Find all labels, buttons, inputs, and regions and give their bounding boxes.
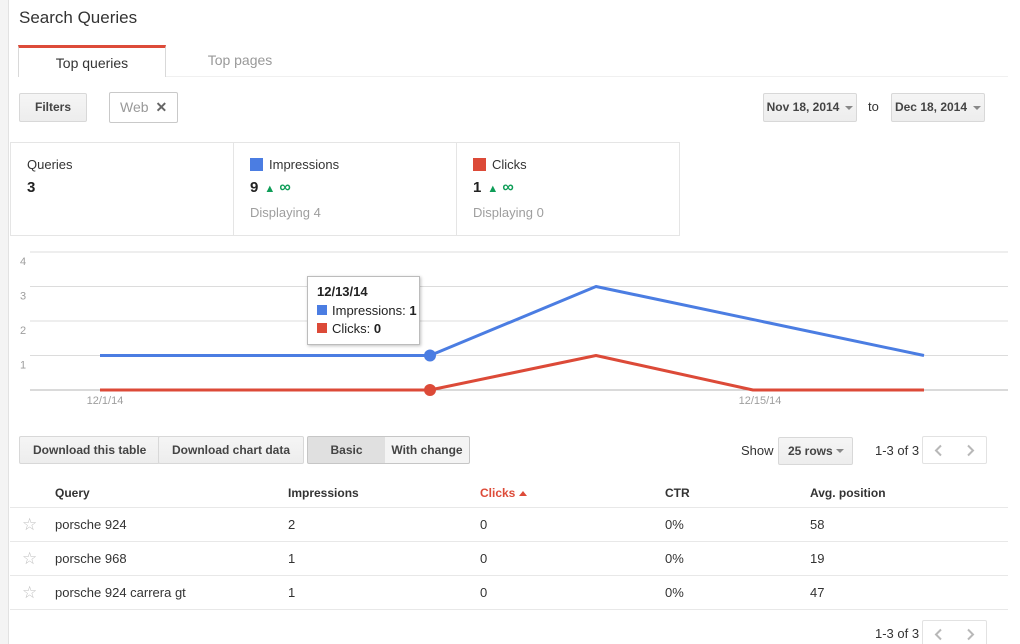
trend-up-arrow-icon: ▲ xyxy=(264,183,276,195)
highlighted-point-clicks[interactable] xyxy=(424,384,436,396)
prev-page-button[interactable] xyxy=(922,620,955,644)
date-range-end-button[interactable]: Dec 18, 2014 xyxy=(891,93,985,122)
view-toggle-basic[interactable]: Basic xyxy=(307,436,386,464)
column-header-avg-position[interactable]: Avg. position xyxy=(810,486,886,500)
clicks-label: Clicks xyxy=(492,157,527,172)
caret-down-icon xyxy=(845,105,854,110)
cell-avg-position: 47 xyxy=(810,585,825,600)
y-axis-tick-label: 2 xyxy=(20,325,26,337)
tooltip-date: 12/13/14 xyxy=(317,284,368,299)
show-label: Show xyxy=(741,443,774,458)
cell-query[interactable]: porsche 968 xyxy=(55,551,127,566)
star-icon[interactable]: ☆ xyxy=(22,583,38,602)
stat-queries: Queries 3 xyxy=(11,143,234,235)
x-axis-tick-label: 12/1/14 xyxy=(87,395,124,407)
next-page-button[interactable] xyxy=(954,436,987,464)
left-edge-strip xyxy=(0,0,9,644)
tab-top-pages[interactable]: Top pages xyxy=(207,52,273,68)
infinity-icon: ∞ xyxy=(279,179,291,196)
series-line-clicks xyxy=(100,354,924,392)
cell-avg-position: 19 xyxy=(810,551,825,566)
download-table-button[interactable]: Download this table xyxy=(19,436,161,464)
date-range-separator: to xyxy=(868,99,879,114)
date-start-label: Nov 18, 2014 xyxy=(766,100,840,114)
cell-ctr: 0% xyxy=(665,585,684,600)
download-chart-button[interactable]: Download chart data xyxy=(158,436,305,464)
impressions-value: 9 xyxy=(250,179,259,196)
rows-per-page-value: 25 rows xyxy=(788,444,833,458)
table-row[interactable]: ☆ porsche 924 carrera gt 1 0 0% 47 xyxy=(10,576,1008,610)
y-axis-tick-label: 3 xyxy=(20,291,26,303)
prev-page-button[interactable] xyxy=(922,436,955,464)
cell-impressions: 2 xyxy=(288,517,296,532)
column-header-ctr[interactable]: CTR xyxy=(665,486,690,500)
tabbar-divider xyxy=(18,76,1008,77)
infinity-icon: ∞ xyxy=(502,179,514,196)
sort-ascending-icon xyxy=(519,491,528,496)
clicks-legend-icon xyxy=(317,323,327,333)
tooltip-impressions-label: Impressions: xyxy=(332,303,406,318)
impressions-trend: ▲ ∞ xyxy=(264,179,290,196)
series-line-impressions xyxy=(100,285,925,357)
stats-panel: Queries 3 Impressions 9 ▲ ∞ Displaying 4 … xyxy=(10,142,680,236)
stat-clicks: Clicks 1 ▲ ∞ Displaying 0 xyxy=(457,143,679,235)
filter-chip-label: Web xyxy=(120,99,149,115)
line-chart[interactable]: 1 2 3 4 12/1/14 12/15/14 xyxy=(0,245,1020,415)
pagination-range-top: 1-3 of 3 xyxy=(875,443,920,458)
cell-clicks: 0 xyxy=(480,551,488,566)
rows-per-page-select[interactable]: 25 rows xyxy=(778,437,853,465)
stat-impressions: Impressions 9 ▲ ∞ Displaying 4 xyxy=(234,143,457,235)
column-header-impressions[interactable]: Impressions xyxy=(288,486,359,500)
clicks-header-label: Clicks xyxy=(480,486,516,500)
cell-ctr: 0% xyxy=(665,551,684,566)
clicks-value: 1 xyxy=(473,179,482,196)
page-title: Search Queries xyxy=(19,8,138,27)
table-row[interactable]: ☆ porsche 968 1 0 0% 19 xyxy=(10,542,1008,576)
tooltip-impressions-value: 1 xyxy=(409,303,417,318)
clicks-legend-icon xyxy=(473,158,486,171)
table-row[interactable]: ☆ porsche 924 2 0 0% 58 xyxy=(10,508,1008,542)
pagination-range-bottom: 1-3 of 3 xyxy=(875,626,920,641)
tab-top-queries[interactable]: Top queries xyxy=(18,45,166,77)
impressions-legend-icon xyxy=(250,158,263,171)
cell-ctr: 0% xyxy=(665,517,684,532)
clicks-trend: ▲ ∞ xyxy=(487,179,513,196)
date-end-label: Dec 18, 2014 xyxy=(894,100,968,114)
cell-impressions: 1 xyxy=(288,585,296,600)
cell-avg-position: 58 xyxy=(810,517,825,532)
cell-clicks: 0 xyxy=(480,585,488,600)
impressions-label: Impressions xyxy=(269,157,340,172)
chart-tooltip: 12/13/14 Impressions: 1 Clicks: 0 xyxy=(307,276,420,345)
tooltip-clicks-label: Clicks: xyxy=(332,321,371,336)
cell-clicks: 0 xyxy=(480,517,488,532)
column-header-clicks[interactable]: Clicks xyxy=(480,486,528,500)
view-toggle-with-change[interactable]: With change xyxy=(385,436,470,464)
table-header-row: Query Impressions Clicks CTR Avg. positi… xyxy=(10,480,1008,508)
queries-label: Queries xyxy=(27,157,73,172)
clicks-displaying: Displaying 0 xyxy=(473,205,544,220)
filter-chip-web[interactable]: Web ✕ xyxy=(109,92,179,123)
impressions-displaying: Displaying 4 xyxy=(250,205,321,220)
caret-down-icon xyxy=(973,105,982,110)
star-icon[interactable]: ☆ xyxy=(22,549,38,568)
cell-impressions: 1 xyxy=(288,551,296,566)
tooltip-clicks-value: 0 xyxy=(373,321,382,336)
cell-query[interactable]: porsche 924 carrera gt xyxy=(55,585,186,600)
close-icon[interactable]: ✕ xyxy=(155,99,168,115)
caret-down-icon xyxy=(836,449,844,453)
y-axis-tick-label: 4 xyxy=(20,256,26,268)
next-page-button[interactable] xyxy=(954,620,987,644)
filters-button[interactable]: Filters xyxy=(19,93,87,122)
column-header-query[interactable]: Query xyxy=(55,486,90,500)
date-range-start-button[interactable]: Nov 18, 2014 xyxy=(763,93,857,122)
queries-value: 3 xyxy=(27,179,36,196)
impressions-legend-icon xyxy=(317,305,327,315)
y-axis-tick-label: 1 xyxy=(20,360,26,372)
x-axis-tick-label: 12/15/14 xyxy=(739,395,782,407)
highlighted-point-impressions[interactable] xyxy=(424,349,436,362)
trend-up-arrow-icon: ▲ xyxy=(487,183,499,195)
cell-query[interactable]: porsche 924 xyxy=(55,517,127,532)
star-icon[interactable]: ☆ xyxy=(22,515,38,534)
